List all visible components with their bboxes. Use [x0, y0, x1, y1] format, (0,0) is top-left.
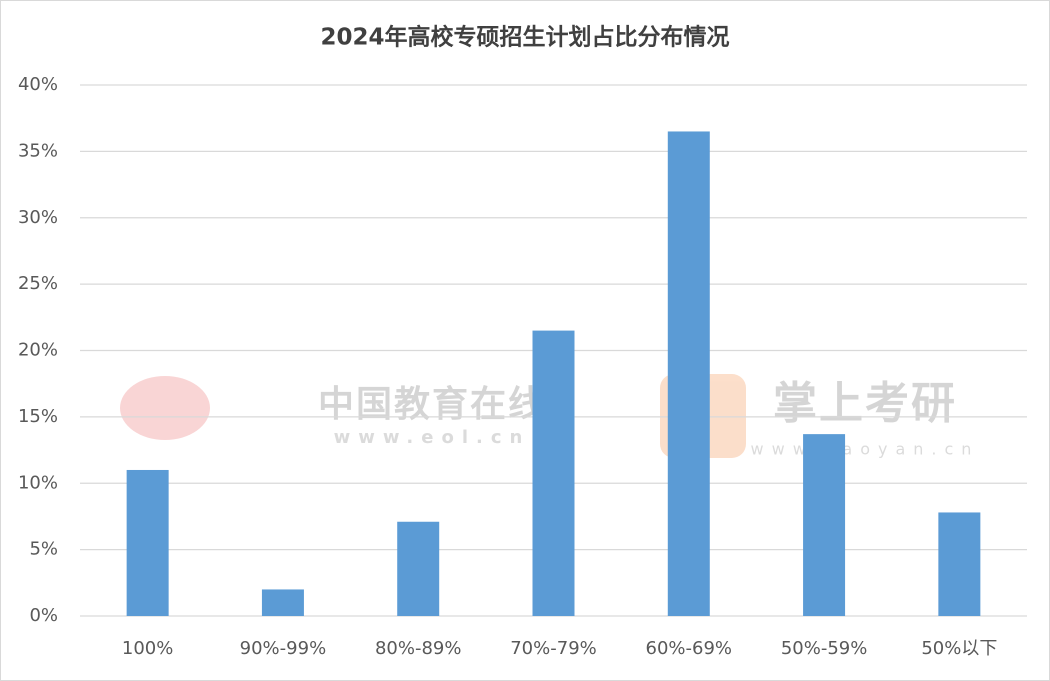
- y-tick-label: 25%: [18, 273, 58, 294]
- bar: [532, 330, 575, 616]
- x-tick-label: 50%以下: [921, 638, 997, 659]
- y-tick-label: 15%: [18, 406, 58, 427]
- y-tick-label: 20%: [18, 340, 58, 361]
- bar: [667, 131, 710, 616]
- y-tick-label: 40%: [18, 74, 58, 95]
- watermark-logo: [120, 376, 210, 440]
- watermark-text: 掌上考研: [773, 378, 957, 429]
- y-tick-label: 5%: [29, 539, 58, 560]
- bar: [397, 521, 440, 616]
- x-tick-label: 90%-99%: [240, 638, 327, 659]
- x-tick-label: 80%-89%: [375, 638, 462, 659]
- y-tick-label: 0%: [29, 605, 58, 626]
- x-tick-label: 70%-79%: [510, 638, 597, 659]
- x-tick-label: 60%-69%: [646, 638, 733, 659]
- x-tick-label: 50%-59%: [781, 638, 868, 659]
- bar: [803, 434, 846, 616]
- bar: [126, 469, 169, 616]
- watermark-text: 中国教育在线: [318, 384, 546, 425]
- chart-title: 2024年高校专硕招生计划占比分布情况: [320, 24, 729, 51]
- bar: [261, 589, 304, 616]
- bar: [938, 512, 981, 616]
- y-tick-label: 35%: [18, 140, 58, 161]
- y-tick-label: 10%: [18, 472, 58, 493]
- watermark-text: www.kaoyan.cn: [751, 440, 980, 459]
- y-tick-label: 30%: [18, 207, 58, 228]
- watermark-text: www.eol.cn: [334, 427, 531, 448]
- x-tick-label: 100%: [122, 638, 173, 659]
